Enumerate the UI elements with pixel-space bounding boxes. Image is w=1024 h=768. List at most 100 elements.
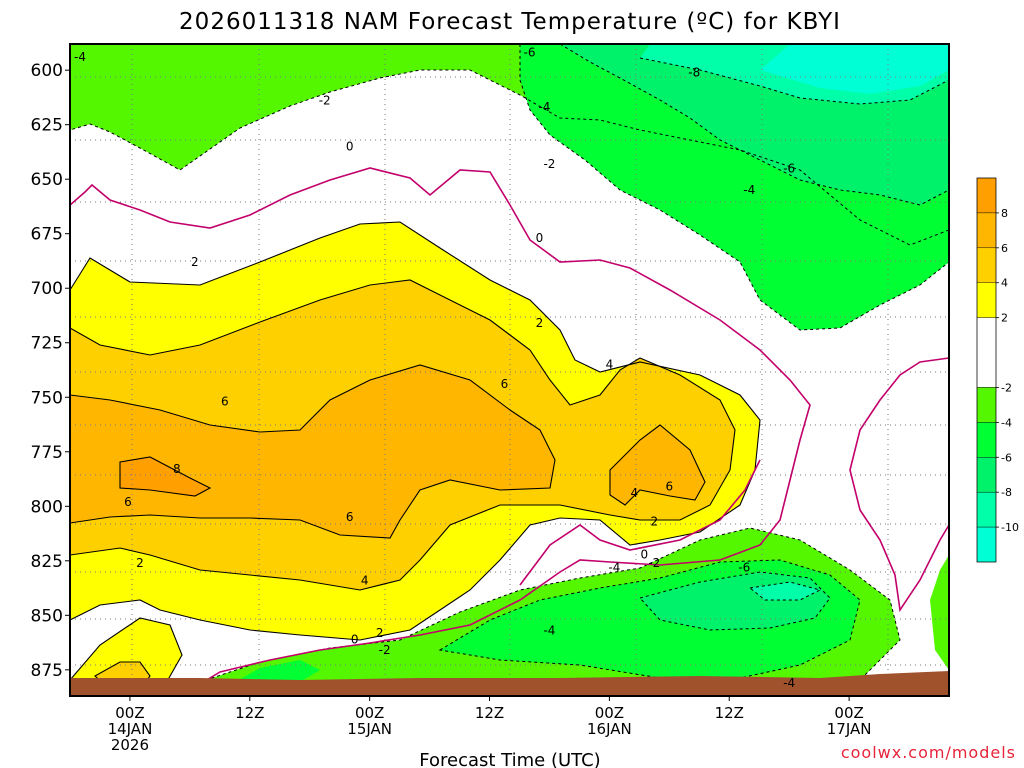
chart-title: 2026011318 NAM Forecast Temperature (ºC)… bbox=[179, 9, 841, 35]
contour-label: 6 bbox=[124, 495, 132, 509]
colorbar-band bbox=[976, 282, 997, 318]
contour-minus8-upper bbox=[639, 57, 949, 105]
colorbar-label: 4 bbox=[1001, 277, 1008, 290]
x-tick-label: 00Z bbox=[595, 704, 624, 722]
contour-minus6-lower bbox=[639, 571, 831, 631]
y-tick-label: 725 bbox=[31, 334, 63, 354]
band-low-minus2-right bbox=[930, 555, 949, 670]
contour-label: -2 bbox=[648, 556, 660, 570]
colorbar-label: -10 bbox=[1001, 521, 1019, 534]
contour-label: 0 bbox=[641, 547, 649, 561]
colorbar-band bbox=[976, 247, 997, 283]
colorbar-band bbox=[976, 422, 997, 458]
zero-lines bbox=[70, 167, 949, 691]
y-tick-label: 850 bbox=[31, 606, 63, 626]
contour-label: 4 bbox=[606, 358, 614, 372]
zero-line-east bbox=[849, 357, 949, 613]
contour-6-east bbox=[609, 424, 706, 506]
contour-6 bbox=[70, 364, 556, 539]
x-tick-label: 00Z bbox=[115, 704, 144, 722]
colorbar-band bbox=[976, 526, 997, 563]
y-tick-label: 625 bbox=[31, 116, 63, 136]
contour-lines bbox=[70, 221, 761, 696]
x-tick-label: 00Z bbox=[355, 704, 384, 722]
contour-label: -6 bbox=[523, 46, 535, 60]
x-tick-label: 14JAN bbox=[108, 720, 153, 738]
credit-text: coolwx.com/models bbox=[841, 743, 1016, 762]
x-tick-label: 2026 bbox=[111, 736, 149, 754]
zero-line-inner bbox=[519, 459, 761, 586]
terrain-ground bbox=[70, 671, 949, 696]
y-tick-label: 875 bbox=[31, 661, 63, 681]
x-tick-label: 00Z bbox=[834, 704, 863, 722]
colorbar-label: 2 bbox=[1001, 312, 1008, 325]
y-tick-label: 775 bbox=[31, 443, 63, 463]
x-tick-label: 12Z bbox=[235, 704, 264, 722]
contour-label: -4 bbox=[74, 50, 86, 64]
contour-label: -2 bbox=[379, 643, 391, 657]
contour-label: 8 bbox=[173, 462, 181, 476]
colorbar-band bbox=[976, 491, 997, 528]
contour-label: -4 bbox=[538, 100, 550, 114]
contour-label: -4 bbox=[743, 183, 755, 197]
colorbar-label: -6 bbox=[1001, 451, 1012, 464]
x-tick-label: 12Z bbox=[715, 704, 744, 722]
contour-label: 6 bbox=[501, 377, 509, 391]
colorbar-band bbox=[976, 317, 997, 388]
colorbar-label: -8 bbox=[1001, 486, 1012, 499]
x-tick-label: 17JAN bbox=[827, 720, 872, 738]
contour-label: 2 bbox=[536, 316, 544, 330]
colorbar-band bbox=[976, 457, 997, 493]
y-tick-label: 650 bbox=[31, 170, 63, 190]
contour-minus2-upper bbox=[70, 69, 949, 246]
contour-label: 4 bbox=[631, 486, 639, 500]
colorbar-label: 8 bbox=[1001, 207, 1008, 220]
plot-frame bbox=[69, 43, 950, 697]
contour-label: 6 bbox=[346, 510, 354, 524]
colorbar-label: -4 bbox=[1001, 416, 1012, 429]
contour-minus8-lower bbox=[748, 581, 822, 601]
x-tick-label: 12Z bbox=[475, 704, 504, 722]
contour-label: 2 bbox=[376, 626, 384, 640]
contour-label: 2 bbox=[136, 556, 144, 570]
contour-label: -2 bbox=[319, 94, 331, 108]
contour-label: 6 bbox=[665, 480, 673, 494]
y-tick-label: 750 bbox=[31, 388, 63, 408]
contour-label: 6 bbox=[221, 395, 229, 409]
x-axis-label: Forecast Time (UTC) bbox=[419, 750, 600, 768]
y-tick-label: 825 bbox=[31, 552, 63, 572]
contour-minus4-upper bbox=[519, 44, 949, 331]
y-tick-label: 600 bbox=[31, 61, 63, 81]
grid-lines bbox=[70, 44, 949, 696]
contour-2 bbox=[70, 221, 761, 641]
contour-label: 0 bbox=[351, 632, 359, 646]
y-tick-label: 800 bbox=[31, 497, 63, 517]
contour-label: 0 bbox=[346, 139, 354, 153]
colorbar-label: 6 bbox=[1001, 242, 1008, 255]
band-warm-6-east bbox=[610, 425, 705, 505]
contour-label: 0 bbox=[536, 231, 544, 245]
colorbar-label: -2 bbox=[1001, 381, 1012, 394]
y-tick-label: 700 bbox=[31, 279, 63, 299]
colorbar-frame bbox=[976, 177, 997, 563]
contour-label: 2 bbox=[191, 255, 199, 269]
axis-ticks: 60062565067570072575077580082585087500Z1… bbox=[31, 61, 872, 754]
contour-label: -8 bbox=[688, 65, 700, 79]
colorbar: 8 6 4 2 -2 -4 -6 -8 -10 bbox=[976, 177, 1019, 563]
contour-label: -4 bbox=[608, 560, 620, 574]
contour-4 bbox=[70, 279, 736, 591]
contour-label: -6 bbox=[783, 161, 795, 175]
plot-area bbox=[70, 44, 949, 696]
zero-line-upper bbox=[70, 167, 811, 691]
colorbar-band bbox=[976, 177, 997, 214]
contour-label: -4 bbox=[783, 676, 795, 690]
contour-label: 2 bbox=[651, 515, 659, 529]
colorbar-band bbox=[976, 387, 997, 423]
contour-label: -2 bbox=[543, 157, 555, 171]
x-tick-label: 15JAN bbox=[347, 720, 392, 738]
contour-minus4-lower bbox=[438, 559, 861, 679]
band-low-minus8 bbox=[750, 582, 820, 600]
band-cold-minus10 bbox=[760, 44, 949, 94]
